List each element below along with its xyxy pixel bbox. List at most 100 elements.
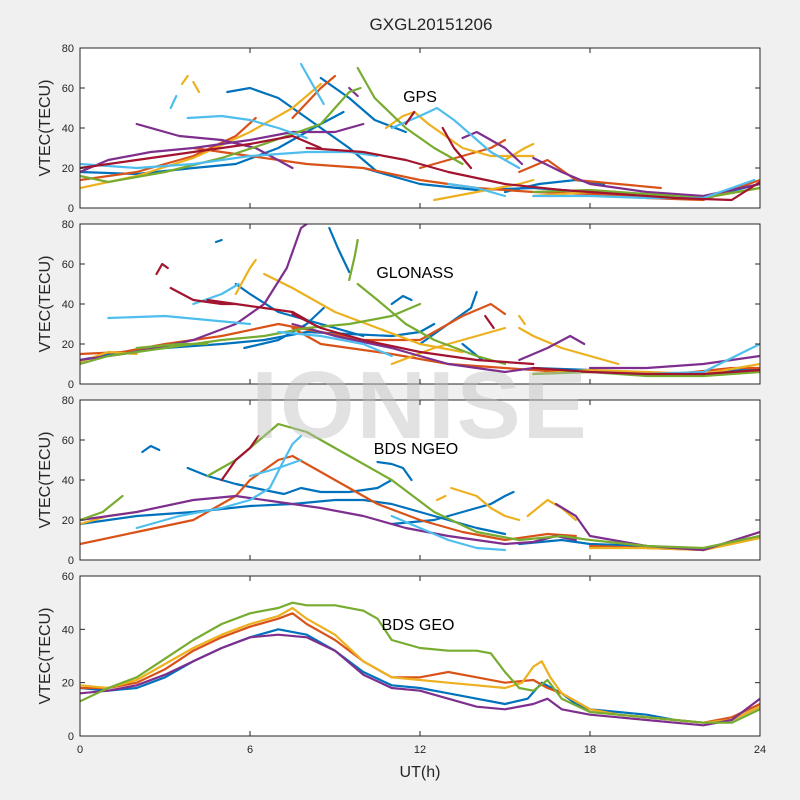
series-line-24 [135, 342, 209, 350]
panel-3: 0 20 40 60 80 VTEC(TECU) BDS NGEO [37, 395, 761, 567]
series-line-15 [390, 326, 507, 366]
series-line-34 [305, 146, 760, 202]
series-line-20 [390, 514, 507, 552]
series-line-2 [141, 444, 161, 454]
series-line-21 [518, 334, 586, 362]
y-tick-label: 60 [62, 83, 74, 95]
series-group [80, 422, 760, 552]
series-line-8 [291, 74, 337, 120]
series-line-36 [441, 126, 473, 170]
series-line-28 [186, 114, 308, 140]
series-line-4 [80, 633, 760, 727]
series-line-23 [80, 86, 362, 184]
x-tick-label: 12 [414, 744, 426, 756]
watermark: IONISE [251, 352, 588, 459]
plot-area [80, 48, 760, 208]
panel-1: 0 20 40 60 80 VTEC(TECU) GPS [37, 43, 761, 215]
series-line-16 [503, 142, 535, 162]
series-line-6 [80, 116, 257, 182]
x-tick-label: 18 [584, 744, 596, 756]
series-line-14 [80, 494, 577, 546]
plot-area [80, 576, 760, 736]
y-tick-label: 0 [68, 379, 74, 391]
series-line-24 [356, 66, 464, 166]
series-line-27 [169, 94, 178, 110]
series-line-4 [376, 460, 413, 482]
y-tick-label: 40 [62, 475, 74, 487]
series-line-12 [526, 498, 577, 522]
y-tick-label: 60 [62, 435, 74, 447]
y-axis-label: VTEC(TECU) [37, 608, 54, 705]
series-line-14 [384, 110, 535, 158]
series-line-33 [80, 134, 322, 170]
series-line-10 [518, 158, 662, 190]
series-line-32 [532, 178, 756, 200]
series-line-25 [348, 238, 359, 282]
series-line-31 [447, 182, 507, 198]
series-line-32 [155, 262, 169, 276]
series-line-17 [518, 314, 526, 326]
y-axis-label: VTEC(TECU) [37, 432, 54, 529]
figure-title: GXGL20151206 [370, 15, 493, 34]
y-tick-label: 60 [62, 259, 74, 271]
series-line-20 [291, 322, 535, 374]
series-line-18 [80, 122, 365, 174]
panel-annotation: BDS NGEO [374, 441, 458, 458]
series-line-13 [192, 80, 201, 94]
x-tick-label: 0 [77, 744, 83, 756]
series-line-6 [390, 294, 413, 306]
series-line-11 [450, 486, 521, 522]
y-tick-label: 0 [68, 555, 74, 567]
series-line-18 [135, 434, 303, 530]
series-line-13 [234, 258, 257, 296]
series-line-12 [180, 74, 189, 86]
panel-2: 0 20 40 60 80 VTEC(TECU) GLONASS [37, 219, 761, 391]
series-line-22 [588, 354, 760, 370]
series-line-4 [243, 306, 325, 350]
y-tick-label: 80 [62, 219, 74, 231]
y-axis-label: VTEC(TECU) [37, 80, 54, 177]
series-line-26 [356, 282, 507, 366]
x-axis-label: UT(h) [400, 764, 441, 781]
y-tick-label: 80 [62, 43, 74, 55]
series-line-28 [107, 314, 252, 326]
series-line-7 [418, 290, 478, 346]
y-tick-label: 0 [68, 203, 74, 215]
series-line-15 [433, 178, 535, 202]
series-line-23 [80, 302, 422, 366]
y-tick-label: 80 [62, 395, 74, 407]
series-line-19 [248, 458, 303, 478]
series-line-3 [234, 282, 365, 338]
y-tick-label: 20 [62, 163, 74, 175]
series-line-20 [348, 86, 359, 98]
panel-4: 0 20 40 60 0 6 12 18 24 VTEC(TECU) BDS GEO [37, 571, 766, 756]
x-tick-label: 6 [247, 744, 253, 756]
series-line-21 [220, 434, 260, 482]
y-tick-label: 40 [62, 624, 74, 636]
panel-annotation: GPS [403, 89, 437, 106]
series-line-34 [206, 298, 308, 322]
series-group [80, 62, 760, 202]
y-tick-label: 20 [62, 678, 74, 690]
y-tick-label: 40 [62, 123, 74, 135]
y-tick-label: 20 [62, 339, 74, 351]
y-tick-label: 40 [62, 299, 74, 311]
y-axis-label: VTEC(TECU) [37, 256, 54, 353]
y-tick-label: 20 [62, 515, 74, 527]
series-line-5 [328, 226, 351, 274]
plot-area [80, 400, 760, 560]
series-line-36 [484, 314, 495, 330]
series-line-30 [277, 330, 393, 358]
series-line-14 [263, 272, 464, 354]
y-tick-label: 0 [68, 731, 74, 743]
series-group [80, 224, 760, 378]
series-line-16 [518, 326, 620, 366]
series-line-35 [404, 110, 416, 126]
series-line-10 [435, 494, 447, 502]
series-group [80, 601, 760, 727]
series-line-2 [214, 238, 223, 244]
series-line-35 [291, 312, 535, 366]
x-tick-label: 24 [754, 744, 766, 756]
series-line-17 [206, 422, 760, 550]
